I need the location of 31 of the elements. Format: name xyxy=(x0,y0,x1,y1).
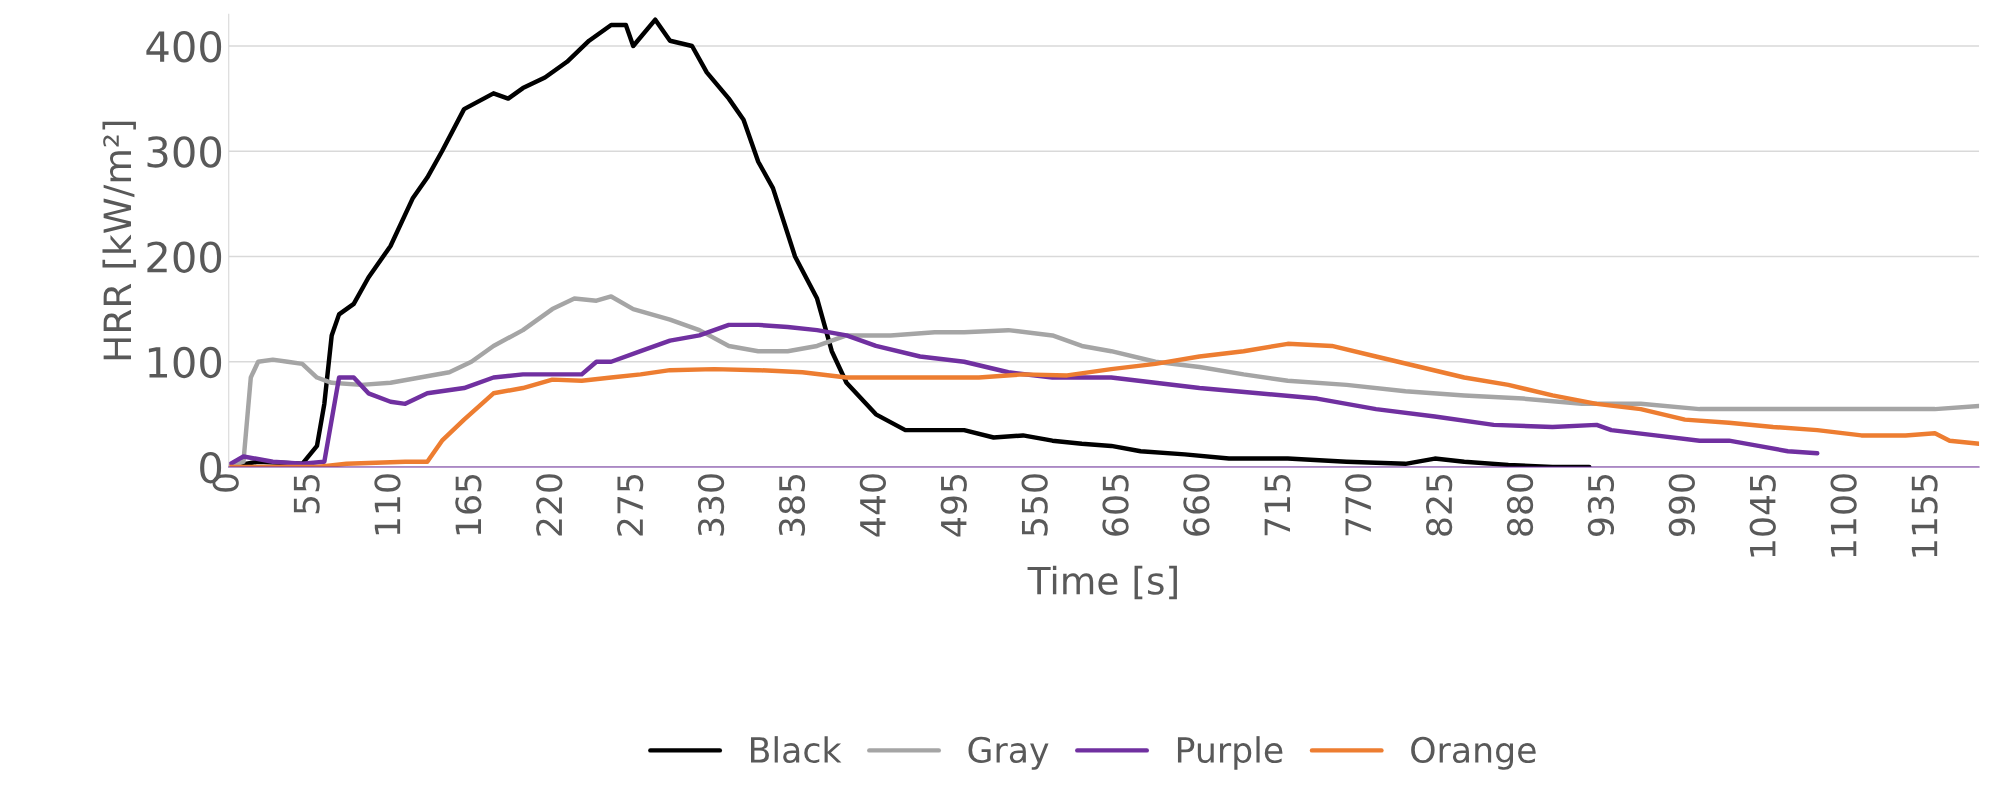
x-tick-label: 1045 xyxy=(1749,474,1776,557)
x-tick-label: 880 xyxy=(1506,474,1534,536)
x-tick-label: 110 xyxy=(374,474,401,535)
x-tick-label: 715 xyxy=(1264,474,1291,536)
y-tick-label: 300 xyxy=(147,136,222,168)
x-tick-label: 550 xyxy=(1021,474,1048,536)
y-axis-title: HRR [kW/m²] xyxy=(102,121,136,360)
x-tick-label: 935 xyxy=(1587,474,1615,536)
x-tick-label: 440 xyxy=(859,474,886,537)
x-tick-label: 330 xyxy=(697,474,725,536)
x-tick-label: 55 xyxy=(293,474,320,514)
legend-label: Purple xyxy=(1177,736,1283,770)
x-tick-label: 275 xyxy=(617,474,644,536)
x-tick-label: 165 xyxy=(455,474,482,535)
x-tick-label: 1155 xyxy=(1911,474,1938,557)
x-tick-label: 605 xyxy=(1102,474,1129,536)
x-tick-label: 825 xyxy=(1426,474,1453,536)
x-tick-label: 495 xyxy=(940,474,967,537)
x-tick-label: 990 xyxy=(1668,474,1695,536)
legend-label: Orange xyxy=(1411,736,1536,770)
y-tick-label: 100 xyxy=(148,346,222,379)
x-axis-title: Time [s] xyxy=(1027,565,1177,600)
x-tick-label: 770 xyxy=(1345,474,1372,536)
y-tick-label: 400 xyxy=(146,30,222,63)
x-tick-label: 1100 xyxy=(1830,474,1857,557)
legend-label: Black xyxy=(751,736,842,764)
y-tick-label: 200 xyxy=(147,241,222,273)
legend-label: Gray xyxy=(968,736,1049,770)
x-tick-label: 385 xyxy=(778,474,806,536)
x-tick-label: 660 xyxy=(1183,474,1210,536)
x-tick-label: 220 xyxy=(536,474,563,536)
